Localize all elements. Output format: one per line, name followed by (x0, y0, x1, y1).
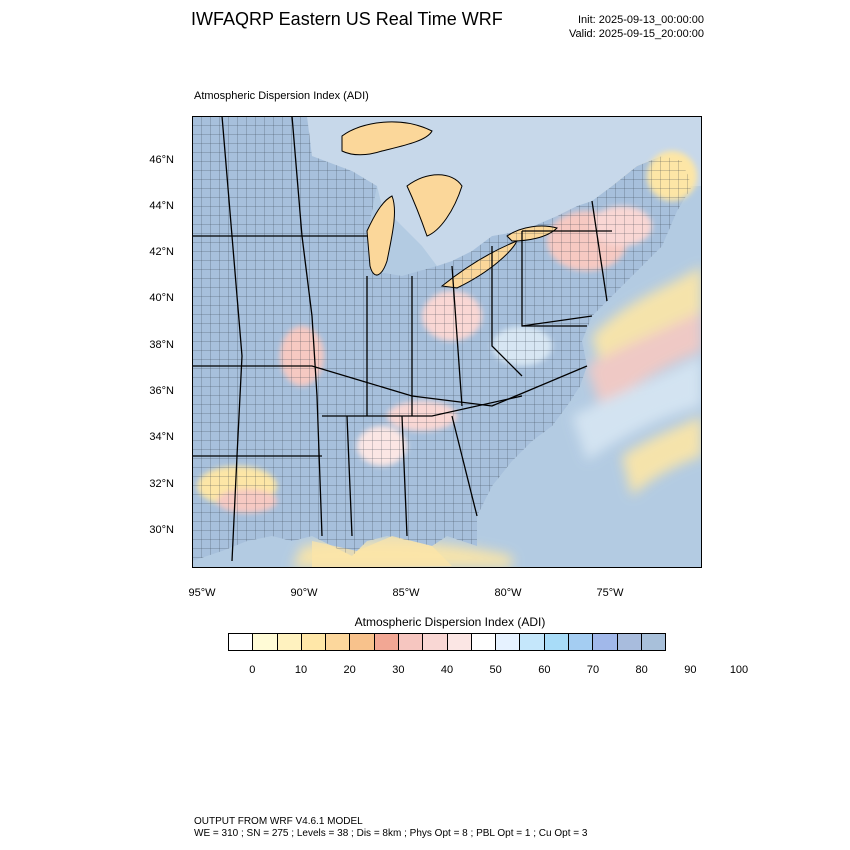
colorbar-swatch (520, 634, 545, 650)
colorbar-tick-label: 30 (392, 664, 405, 676)
lon-label: 75°W (596, 587, 624, 599)
colorbar-tick-label: 100 (729, 664, 749, 676)
lake-huron (406, 174, 463, 237)
colorbar-swatch (398, 634, 424, 650)
lat-label: 46°N (149, 154, 174, 166)
colorbar-tick-label: 20 (343, 664, 356, 676)
lat-label: 38°N (149, 339, 174, 351)
colorbar-swatch (641, 634, 666, 650)
colorbar-swatch (350, 634, 375, 650)
colorbar-swatch (568, 634, 594, 650)
lon-label: 80°W (494, 587, 522, 599)
init-time: Init: 2025-09-13_00:00:00 (578, 14, 704, 26)
colorbar-tick-label: 50 (489, 664, 502, 676)
lat-label: 32°N (149, 478, 174, 490)
colorbar (228, 633, 666, 651)
colorbar-swatch (447, 634, 472, 650)
canada-land (307, 116, 702, 266)
colorbar-title: Atmospheric Dispersion Index (ADI) (354, 615, 546, 629)
run-info: Init: 2025-09-13_00:00:00 Valid: 2025-09… (569, 13, 704, 41)
lat-label: 30°N (149, 524, 174, 536)
colorbar-swatch (544, 634, 569, 650)
lat-label: 40°N (149, 292, 174, 304)
lat-label: 42°N (149, 246, 174, 258)
model-config: WE = 310 ; SN = 275 ; Levels = 38 ; Dis … (194, 828, 588, 839)
colorbar-tick-label: 60 (538, 664, 551, 676)
lat-label: 36°N (149, 385, 174, 397)
colorbar-swatch (326, 634, 351, 650)
model-info: OUTPUT FROM WRF V4.6.1 MODEL WE = 310 ; … (194, 816, 587, 840)
page-title: IWFAQRP Eastern US Real Time WRF (191, 9, 503, 29)
colorbar-swatch (229, 634, 254, 650)
model-version: OUTPUT FROM WRF V4.6.1 MODEL (194, 816, 363, 827)
gulf-water (312, 536, 452, 568)
lon-label: 85°W (392, 587, 420, 599)
colorbar-swatch (471, 634, 497, 650)
colorbar-swatch (374, 634, 399, 650)
colorbar-tick-label: 80 (635, 664, 648, 676)
lat-label: 44°N (149, 200, 174, 212)
ocean-band-light (572, 356, 702, 461)
colorbar-swatch (617, 634, 642, 650)
map-title: Atmospheric Dispersion Index (ADI) (194, 90, 369, 102)
adi-map (192, 116, 702, 568)
colorbar-swatch (593, 634, 618, 650)
colorbar-swatch (301, 634, 327, 650)
colorbar-swatch (277, 634, 302, 650)
colorbar-tick-label: 90 (684, 664, 697, 676)
ocean-band-yellow-2 (622, 416, 702, 496)
colorbar-tick-label: 40 (440, 664, 454, 676)
colorbar-swatch (496, 634, 521, 650)
lon-label: 95°W (188, 587, 216, 599)
lake-superior (341, 121, 433, 156)
ocean-band-pink (587, 311, 702, 411)
colorbar-swatch (423, 634, 448, 650)
valid-time: Valid: 2025-09-15_20:00:00 (569, 28, 704, 40)
colorbar-tick-label: 0 (249, 664, 256, 676)
lon-label: 90°W (290, 587, 318, 599)
colorbar-tick-label: 10 (294, 664, 308, 676)
colorbar-tick-label: 70 (586, 664, 600, 676)
colorbar-swatch (253, 634, 278, 650)
lat-label: 34°N (149, 431, 174, 443)
